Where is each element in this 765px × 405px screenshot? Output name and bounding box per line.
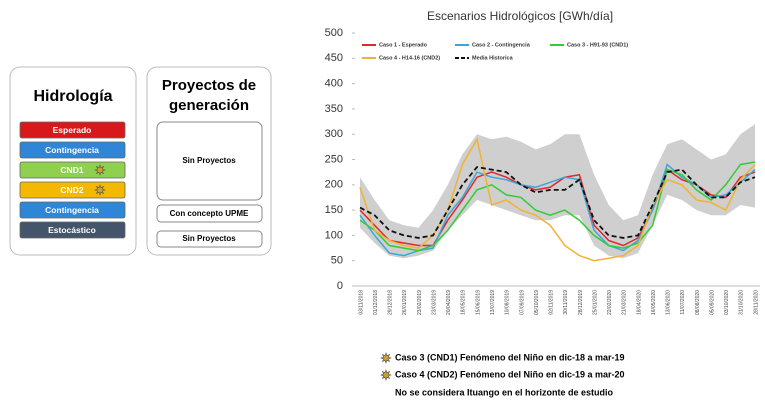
x-tick-label: 21/03/2020 [622, 290, 628, 315]
hydrology-bar [19, 141, 126, 159]
star-icon [94, 164, 106, 176]
x-tick-label: 30/11/2019 [563, 290, 569, 315]
x-tick-label: 03/10/2020 [724, 290, 730, 315]
y-tick-label: 500 [325, 27, 343, 39]
hydrology-bar [19, 161, 126, 179]
project-label: Sin Proyectos [182, 234, 236, 243]
hydrology-label: Estocástico [48, 225, 96, 235]
y-tick-label: 450 [325, 52, 343, 64]
chart-title: Escenarios Hidrológicos [GWh/día] [427, 9, 613, 23]
y-tick-label: 400 [325, 78, 343, 90]
legend-label: Caso 4 - H14-16 (CND2) [379, 55, 440, 61]
x-tick-label: 11/07/2020 [680, 290, 686, 315]
legend-label: Media Historica [472, 55, 514, 61]
x-tick-label: 31/10/2020 [739, 290, 745, 315]
x-tick-label: 02/11/2019 [549, 290, 555, 315]
x-tick-label: 22/02/2020 [607, 290, 613, 315]
x-tick-label: 20/04/2019 [446, 290, 452, 315]
note: No se considera Ituango en el horizonte … [395, 387, 614, 397]
y-tick-label: 100 [325, 229, 343, 241]
x-tick-label: 13/07/2019 [490, 290, 496, 315]
x-tick-label: 05/09/2020 [709, 290, 715, 315]
note: Caso 4 (CND2) Fenómeno del Niño en dic-1… [395, 369, 625, 379]
y-tick-label: 50 [331, 255, 343, 267]
hydrology-label: Contingencia [45, 205, 99, 215]
range-band [360, 124, 755, 259]
x-tick-label: 18/04/2020 [636, 290, 642, 315]
hydrology-bar [19, 201, 126, 219]
x-tick-label: 25/01/2020 [592, 290, 598, 315]
y-tick-label: 250 [325, 153, 343, 165]
x-tick-label: 07/09/2019 [519, 290, 525, 315]
hydrology-bar [19, 221, 126, 239]
star-icon [380, 352, 392, 364]
legend-label: Caso 1 - Esperado [379, 42, 428, 48]
x-tick-label: 29/12/2018 [388, 290, 394, 315]
hydrology-bar [19, 181, 126, 199]
panel-title: generación [169, 97, 249, 114]
panel-title: Hidrología [33, 88, 112, 105]
series-line [359, 166, 756, 239]
x-tick-label: 05/10/2019 [534, 290, 540, 315]
x-tick-label: 13/06/2020 [666, 290, 672, 315]
x-tick-label: 23/02/2019 [417, 290, 423, 315]
star-icon [380, 369, 392, 381]
x-tick-label: 28/12/2019 [578, 290, 584, 315]
series-line [359, 163, 756, 257]
x-tick-label: 03/11/2018 [358, 290, 364, 315]
y-tick-label: 0 [337, 280, 343, 292]
x-tick-label: 10/08/2019 [505, 290, 511, 315]
project-box [156, 121, 263, 201]
y-tick-label: 200 [325, 179, 343, 191]
hydrology-label: CND2 [60, 185, 83, 195]
x-tick-label: 01/12/2018 [373, 290, 379, 315]
legend-label: Caso 2 - Contingencia [472, 42, 531, 48]
project-label: Con concepto UPME [170, 209, 249, 218]
project-box [156, 204, 263, 223]
x-tick-label: 18/05/2019 [461, 290, 467, 315]
x-tick-label: 23/03/2019 [431, 290, 437, 315]
y-tick-label: 300 [325, 128, 343, 140]
legend-label: Caso 3 - H91-93 (CND1) [567, 42, 628, 48]
x-tick-label: 26/01/2019 [402, 290, 408, 315]
x-tick-label: 15/06/2019 [475, 290, 481, 315]
hydrology-bar [19, 121, 126, 139]
panel-title: Proyectos de [162, 77, 256, 94]
note: Caso 3 (CND1) Fenómeno del Niño en dic-1… [395, 352, 625, 362]
x-tick-label: 16/05/2020 [651, 290, 657, 315]
hydrology-label: CND1 [60, 165, 83, 175]
y-tick-label: 150 [325, 204, 343, 216]
x-tick-label: 28/11/2020 [753, 290, 759, 315]
project-box [156, 230, 263, 248]
x-tick-label: 08/08/2020 [695, 290, 701, 315]
series-line [359, 137, 756, 262]
series-line [359, 161, 756, 252]
y-tick-label: 350 [325, 103, 343, 115]
hydrology-label: Contingencia [45, 145, 99, 155]
hydrology-label: Esperado [53, 125, 92, 135]
project-label: Sin Proyectos [182, 156, 236, 165]
star-icon [94, 184, 106, 196]
